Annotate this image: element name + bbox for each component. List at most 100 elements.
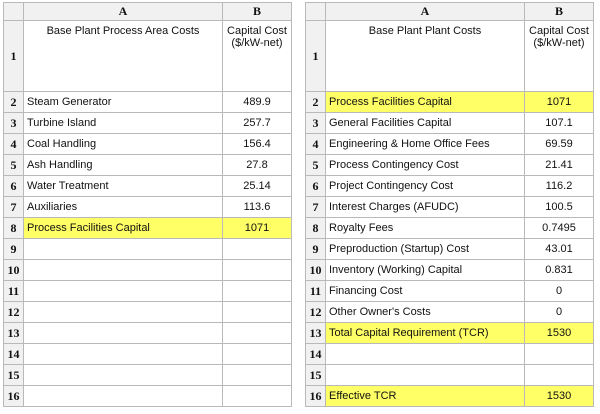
capital-cost-cell[interactable] [222,364,292,386]
row-header[interactable]: 13 [3,322,24,344]
column-header-a[interactable]: A [325,2,525,21]
capital-cost-cell[interactable]: 1530 [524,322,594,344]
cost-item-cell[interactable]: Preproduction (Startup) Cost [325,238,525,260]
cost-item-cell[interactable] [325,343,525,365]
row-header[interactable]: 10 [305,259,326,281]
capital-cost-cell[interactable]: 1071 [222,217,292,239]
column-header-a[interactable]: A [23,2,223,21]
row-header[interactable]: 5 [305,154,326,176]
column-header-b[interactable]: B [222,2,292,21]
cost-item-cell[interactable]: Financing Cost [325,280,525,302]
capital-cost-cell[interactable]: 489.9 [222,91,292,113]
capital-cost-cell[interactable]: 0 [524,280,594,302]
row-header[interactable]: 16 [305,385,326,407]
cost-item-cell[interactable]: General Facilities Capital [325,112,525,134]
cost-item-cell[interactable] [23,238,223,260]
capital-cost-cell[interactable] [222,259,292,281]
capital-cost-cell[interactable]: 21.41 [524,154,594,176]
cost-item-cell[interactable]: Process Facilities Capital [23,217,223,239]
corner-cell[interactable] [3,2,24,21]
row-header[interactable]: 9 [3,238,24,260]
cost-item-cell[interactable]: Inventory (Working) Capital [325,259,525,281]
capital-cost-header-cell[interactable]: Capital Cost ($/kW-net) [222,20,292,92]
capital-cost-cell[interactable]: 69.59 [524,133,594,155]
cost-item-cell[interactable]: Royalty Fees [325,217,525,239]
row-header[interactable]: 1 [3,20,24,92]
cost-item-cell[interactable] [23,322,223,344]
capital-cost-cell[interactable]: 156.4 [222,133,292,155]
capital-cost-cell[interactable] [222,280,292,302]
cost-item-cell[interactable]: Total Capital Requirement (TCR) [325,322,525,344]
row-header[interactable]: 8 [3,217,24,239]
row-header[interactable]: 16 [3,385,24,407]
row-header[interactable]: 13 [305,322,326,344]
capital-cost-cell[interactable]: 1530 [524,385,594,407]
row-header[interactable]: 15 [3,364,24,386]
cost-item-cell[interactable] [23,301,223,323]
row-header[interactable]: 6 [3,175,24,197]
cost-item-cell[interactable]: Coal Handling [23,133,223,155]
capital-cost-cell[interactable]: 107.1 [524,112,594,134]
column-header-b[interactable]: B [524,2,594,21]
cost-item-cell[interactable]: Engineering & Home Office Fees [325,133,525,155]
cost-item-cell[interactable]: Process Contingency Cost [325,154,525,176]
cost-item-cell[interactable]: Project Contingency Cost [325,175,525,197]
row-header[interactable]: 14 [305,343,326,365]
cost-item-cell[interactable]: Turbine Island [23,112,223,134]
capital-cost-cell[interactable] [222,343,292,365]
row-header[interactable]: 10 [3,259,24,281]
cost-item-cell[interactable]: Interest Charges (AFUDC) [325,196,525,218]
row-header[interactable]: 8 [305,217,326,239]
cost-item-cell[interactable]: Water Treatment [23,175,223,197]
capital-cost-cell[interactable]: 257.7 [222,112,292,134]
row-header[interactable]: 11 [3,280,24,302]
row-header[interactable]: 3 [3,112,24,134]
cost-item-cell[interactable]: Auxiliaries [23,196,223,218]
row-header[interactable]: 14 [3,343,24,365]
cost-item-cell[interactable]: Process Facilities Capital [325,91,525,113]
area-costs-header-cell[interactable]: Base Plant Process Area Costs [23,20,223,92]
row-header[interactable]: 2 [305,91,326,113]
row-header[interactable]: 1 [305,20,326,92]
cost-item-cell[interactable]: Effective TCR [325,385,525,407]
row-header[interactable]: 9 [305,238,326,260]
row-header[interactable]: 5 [3,154,24,176]
row-header[interactable]: 6 [305,175,326,197]
capital-cost-cell[interactable]: 0.7495 [524,217,594,239]
capital-cost-cell[interactable]: 113.6 [222,196,292,218]
cost-item-cell[interactable] [23,259,223,281]
cost-item-cell[interactable] [23,385,223,407]
cost-item-cell[interactable]: Other Owner's Costs [325,301,525,323]
capital-cost-cell[interactable]: 43.01 [524,238,594,260]
cost-item-cell[interactable] [325,364,525,386]
row-header[interactable]: 2 [3,91,24,113]
capital-cost-cell[interactable] [524,364,594,386]
cost-item-cell[interactable] [23,343,223,365]
capital-cost-cell[interactable]: 0 [524,301,594,323]
row-header[interactable]: 12 [305,301,326,323]
row-header[interactable]: 7 [305,196,326,218]
capital-cost-cell[interactable] [222,322,292,344]
plant-costs-header-cell[interactable]: Base Plant Plant Costs [325,20,525,92]
cost-item-cell[interactable] [23,280,223,302]
row-header[interactable]: 12 [3,301,24,323]
cost-item-cell[interactable]: Steam Generator [23,91,223,113]
row-header[interactable]: 4 [3,133,24,155]
cost-item-cell[interactable] [23,364,223,386]
row-header[interactable]: 7 [3,196,24,218]
capital-cost-cell[interactable]: 100.5 [524,196,594,218]
capital-cost-cell[interactable] [222,238,292,260]
capital-cost-cell[interactable]: 116.2 [524,175,594,197]
capital-cost-cell[interactable]: 0.831 [524,259,594,281]
capital-cost-cell[interactable]: 1071 [524,91,594,113]
row-header[interactable]: 15 [305,364,326,386]
row-header[interactable]: 4 [305,133,326,155]
capital-cost-cell[interactable]: 25.14 [222,175,292,197]
capital-cost-cell[interactable] [524,343,594,365]
capital-cost-cell[interactable] [222,301,292,323]
row-header[interactable]: 11 [305,280,326,302]
cost-item-cell[interactable]: Ash Handling [23,154,223,176]
capital-cost-header-cell[interactable]: Capital Cost ($/kW-net) [524,20,594,92]
row-header[interactable]: 3 [305,112,326,134]
capital-cost-cell[interactable]: 27.8 [222,154,292,176]
